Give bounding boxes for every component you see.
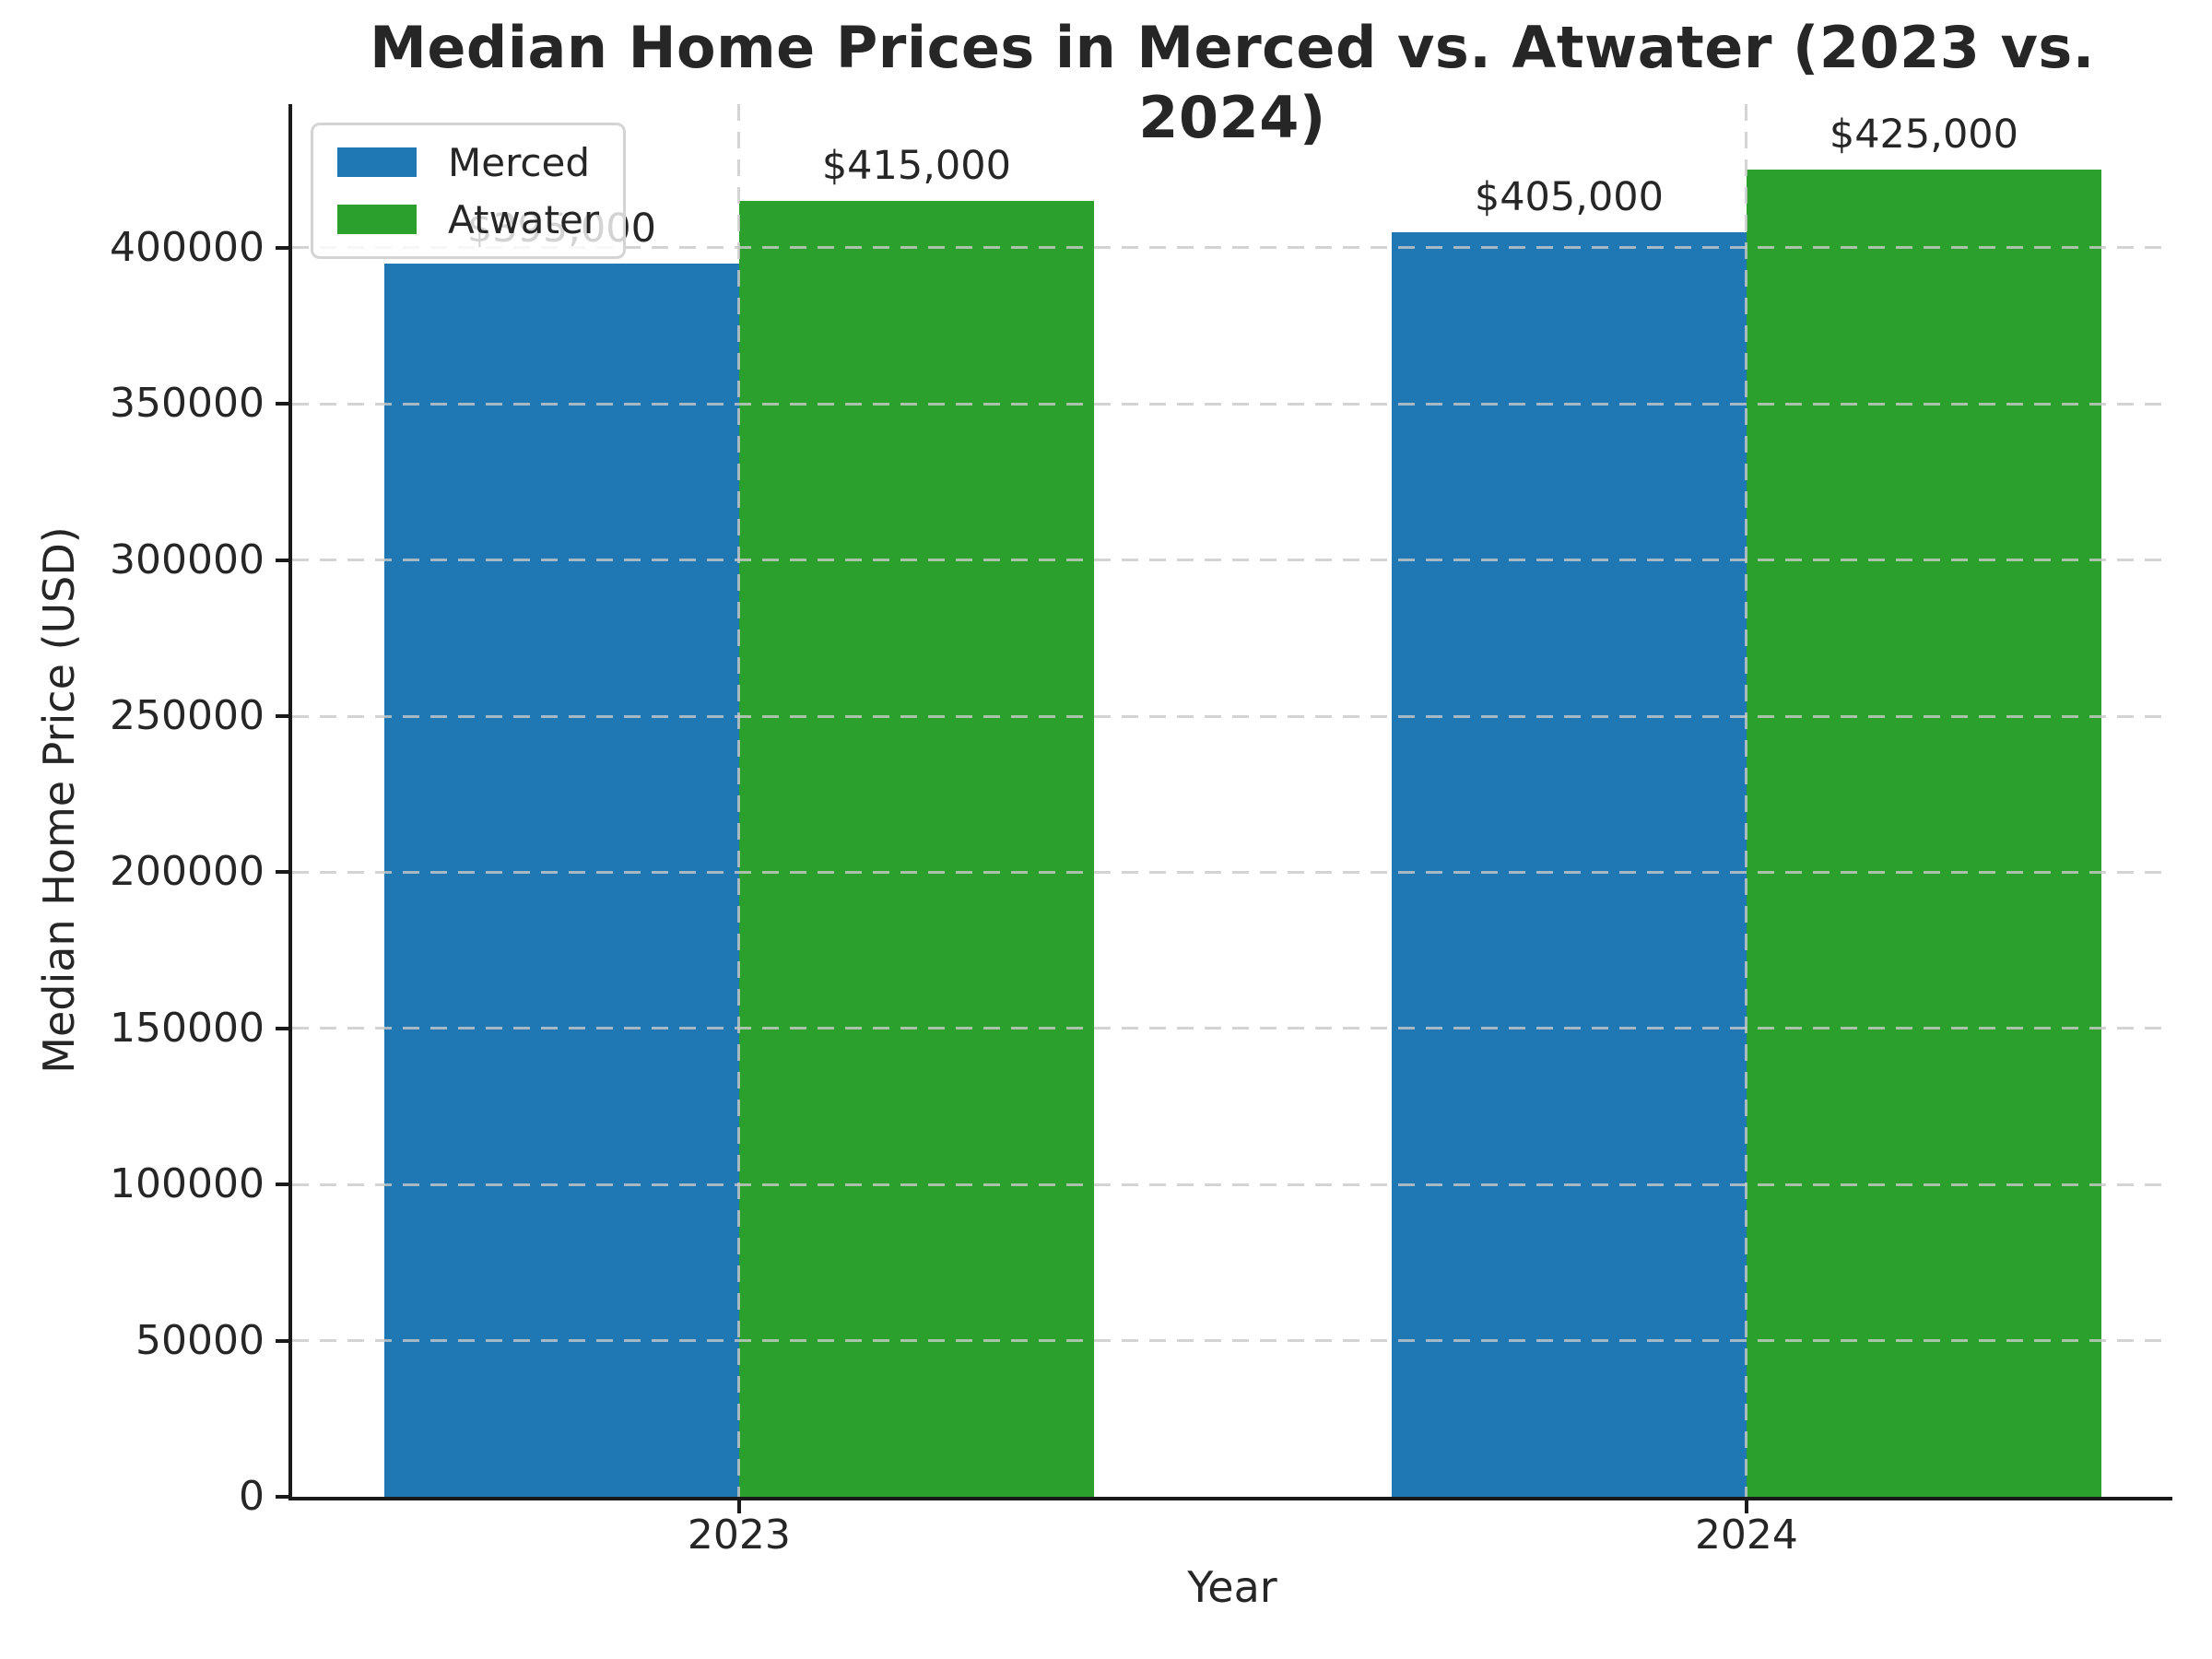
gridline-h-400000 xyxy=(292,246,2172,250)
legend-item-merced: Merced xyxy=(337,139,599,185)
bar-atwater-2024 xyxy=(1746,170,2101,1497)
legend-item-atwater: Atwater xyxy=(337,196,600,242)
x-tick-mark-2024 xyxy=(1744,1500,1748,1513)
gridline-h-100000 xyxy=(292,1182,2172,1186)
y-tick-mark-250000 xyxy=(276,714,288,719)
y-tick-mark-400000 xyxy=(276,245,288,250)
y-tick-mark-150000 xyxy=(276,1026,288,1030)
gridline-h-50000 xyxy=(292,1339,2172,1343)
gridline-h-200000 xyxy=(292,870,2172,874)
y-tick-mark-50000 xyxy=(276,1338,288,1343)
bar-label-merced-2024: $405,000 xyxy=(1474,173,1665,220)
legend: Merced Atwater xyxy=(311,123,627,259)
bar-label-atwater-2023: $415,000 xyxy=(821,143,1011,190)
legend-label-merced: Merced xyxy=(448,139,591,185)
legend-swatch-atwater-icon xyxy=(337,205,417,234)
x-tick-mark-2023 xyxy=(736,1500,741,1513)
y-axis-label: Median Home Price (USD) xyxy=(34,526,84,1074)
y-tick-mark-350000 xyxy=(276,402,288,406)
bar-label-atwater-2024: $425,000 xyxy=(1829,112,2019,159)
gridline-v-2024 xyxy=(1745,104,1748,1497)
y-tick-label-150000: 150000 xyxy=(110,1004,265,1052)
legend-label-atwater: Atwater xyxy=(448,196,600,242)
y-axis-spine xyxy=(288,104,292,1500)
y-tick-label-350000: 350000 xyxy=(110,380,265,428)
legend-swatch-merced-icon xyxy=(337,147,417,177)
plot-area xyxy=(292,104,2172,1497)
y-tick-label-50000: 50000 xyxy=(135,1316,265,1364)
y-tick-label-250000: 250000 xyxy=(110,692,265,740)
x-tick-label-2024: 2024 xyxy=(1694,1512,1798,1559)
bar-merced-2023 xyxy=(383,263,739,1497)
gridline-h-300000 xyxy=(292,559,2172,562)
x-axis-label: Year xyxy=(1187,1562,1277,1612)
y-tick-mark-0 xyxy=(276,1495,288,1499)
y-tick-label-0: 0 xyxy=(239,1473,265,1520)
x-axis-spine xyxy=(288,1497,2172,1500)
gridline-h-250000 xyxy=(292,714,2172,718)
y-tick-mark-300000 xyxy=(276,558,288,562)
y-tick-label-100000: 100000 xyxy=(110,1160,265,1208)
y-tick-mark-100000 xyxy=(276,1182,288,1187)
y-tick-label-200000: 200000 xyxy=(110,848,265,896)
bar-atwater-2023 xyxy=(738,201,1094,1497)
gridline-v-2023 xyxy=(737,104,741,1497)
y-tick-label-400000: 400000 xyxy=(110,223,265,271)
x-tick-label-2023: 2023 xyxy=(687,1512,791,1559)
y-tick-label-300000: 300000 xyxy=(110,535,265,583)
chart-title: Median Home Prices in Merced vs. Atwater… xyxy=(370,14,2095,151)
gridline-h-350000 xyxy=(292,402,2172,406)
y-tick-mark-200000 xyxy=(276,870,288,875)
bar-merced-2024 xyxy=(1391,231,1747,1497)
gridline-h-150000 xyxy=(292,1027,2172,1030)
